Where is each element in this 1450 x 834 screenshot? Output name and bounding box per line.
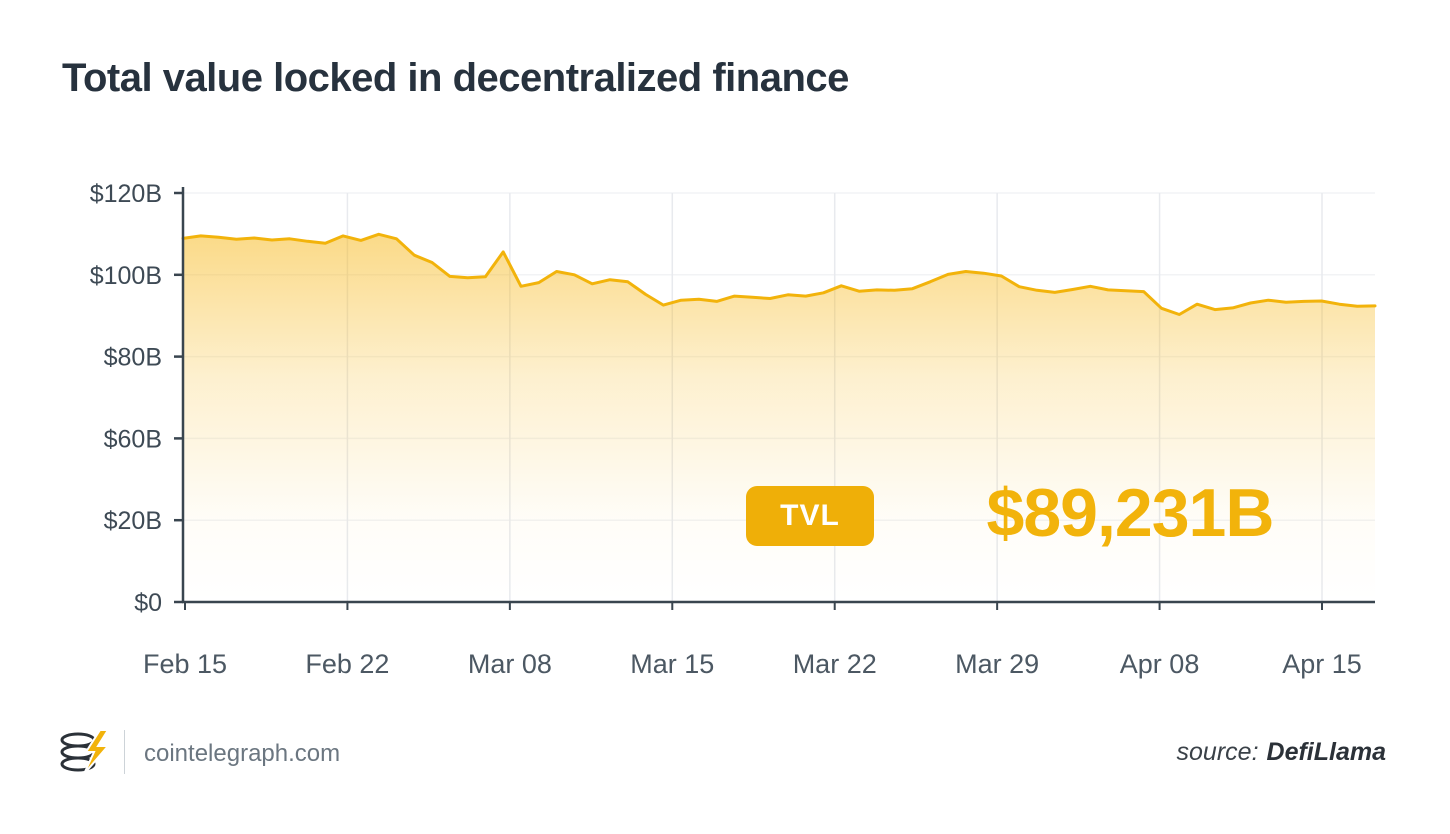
y-tick-label: $80B [104,344,162,372]
source-attribution: source: DefiLlama [1177,738,1386,767]
x-tick-label: Mar 22 [793,649,877,679]
tvl-line [181,232,1377,316]
x-tick-label: Feb 15 [143,649,227,679]
footer-divider [124,730,125,774]
x-tick-label: Mar 15 [630,649,714,679]
y-tick-label: $100B [90,262,162,290]
tvl-area-fill [183,234,1375,603]
source-prefix: source: [1176,738,1259,766]
tvl-current-value: $89,231B [986,475,1275,551]
x-tick-label: Mar 08 [468,649,552,679]
cointelegraph-logo [60,729,111,775]
x-tick-label: Mar 29 [955,649,1039,679]
y-tick-label: $120B [90,180,162,208]
chart-title: Total value locked in decentralized fina… [62,56,849,100]
tvl-badge: TVL [746,486,874,546]
source-name: DefiLlama [1266,738,1386,766]
x-tick-label: Apr 08 [1120,649,1200,679]
x-tick-label: Feb 22 [305,649,389,679]
y-tick-label: $20B [104,507,162,535]
y-tick-label: $60B [104,425,162,453]
lightning-bolt-icon [83,729,111,775]
tvl-badge-label: TVL [780,499,840,532]
y-tick-label: $0 [134,589,162,617]
x-tick-label: Apr 15 [1282,649,1362,679]
footer: cointelegraph.com source: DefiLlama [0,718,1450,808]
footer-site-text: cointelegraph.com [144,740,341,767]
